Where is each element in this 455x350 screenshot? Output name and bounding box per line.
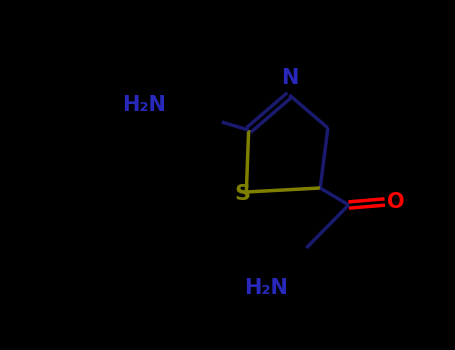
Text: H₂N: H₂N: [122, 95, 167, 115]
Text: N: N: [281, 68, 298, 88]
Text: S: S: [235, 184, 251, 204]
Text: O: O: [387, 192, 404, 212]
Text: H₂N: H₂N: [244, 278, 288, 298]
